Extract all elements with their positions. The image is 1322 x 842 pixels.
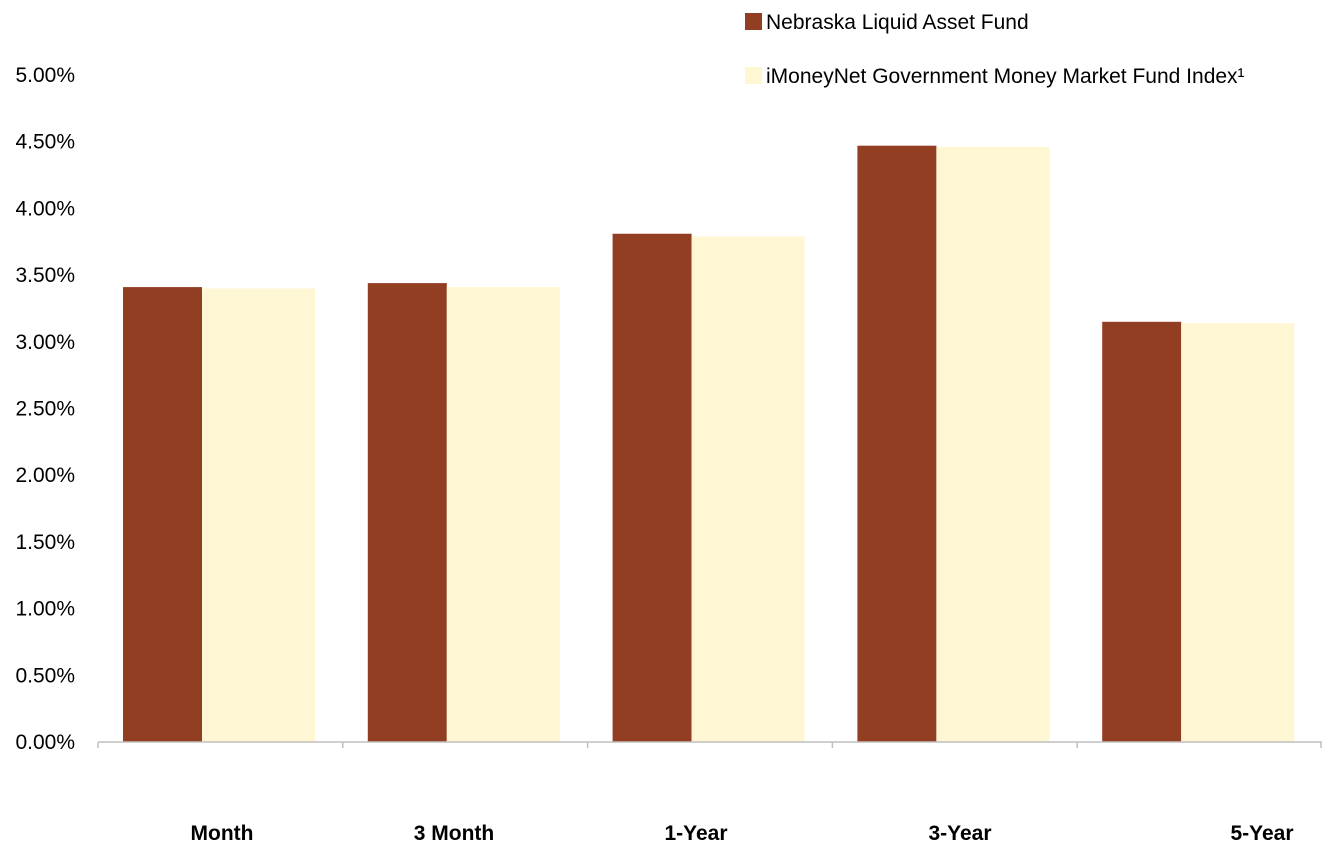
bar-index-3 <box>936 147 1050 742</box>
bar-index-4 <box>1181 323 1295 742</box>
y-tick-label: 3.50% <box>15 264 75 287</box>
y-tick-label: 2.00% <box>15 464 75 487</box>
y-tick-label: 5.00% <box>15 64 75 87</box>
bar-series-group <box>123 145 1295 742</box>
chart-legend: Nebraska Liquid Asset Fund iMoneyNet Gove… <box>745 11 1245 88</box>
x-category-label: 3 Month <box>414 822 494 842</box>
y-axis: 0.00% 0.50% 1.00% 1.50% 2.00% 2.50% 3.00% 3.50%… <box>15 64 75 754</box>
x-axis: Month 3 Month 1-Year 3-Year 5-Year <box>97 741 1322 842</box>
x-category-label: Month <box>191 822 254 842</box>
legend-swatch-fund <box>745 13 762 30</box>
y-tick-label: 0.50% <box>15 664 75 687</box>
bar-index-2 <box>691 236 805 742</box>
legend-swatch-index <box>745 67 762 84</box>
y-tick-label: 1.00% <box>15 598 75 621</box>
y-tick-label: 0.00% <box>15 731 75 754</box>
bar-fund-2 <box>612 233 692 742</box>
legend-label-index: iMoneyNet Government Money Market Fund I… <box>766 65 1245 88</box>
bar-fund-4 <box>1102 321 1182 742</box>
x-category-label: 5-Year <box>1230 822 1293 842</box>
bar-index-1 <box>446 287 560 742</box>
bar-fund-3 <box>857 145 937 742</box>
bar-index-0 <box>202 288 315 742</box>
bar-fund-1 <box>367 283 447 742</box>
legend-label-fund: Nebraska Liquid Asset Fund <box>766 11 1029 34</box>
y-tick-label: 1.50% <box>15 531 75 554</box>
bar-fund-0 <box>123 287 202 742</box>
x-category-label: 1-Year <box>664 822 727 842</box>
y-tick-label: 2.50% <box>15 398 75 421</box>
x-category-label: 3-Year <box>928 822 991 842</box>
y-tick-label: 3.00% <box>15 331 75 354</box>
y-tick-label: 4.50% <box>15 131 75 154</box>
y-tick-label: 4.00% <box>15 197 75 220</box>
